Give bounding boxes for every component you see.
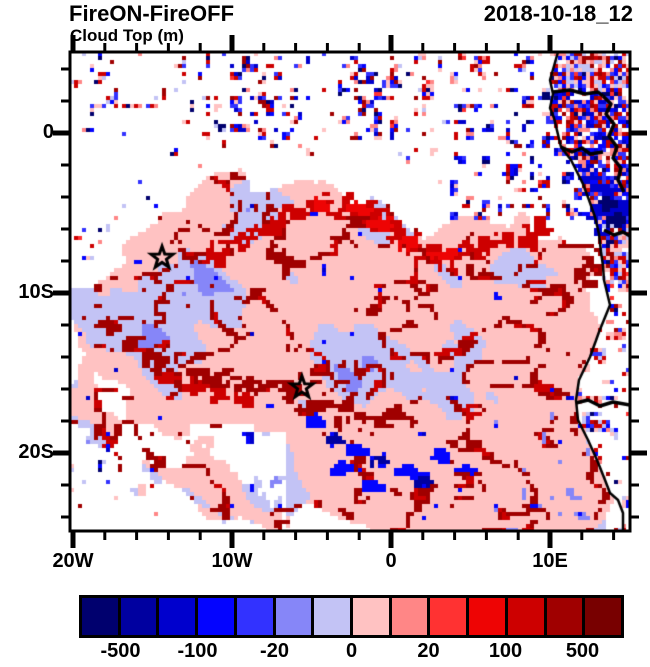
colorbar-segment (507, 598, 547, 635)
colorbar-label: 500 (565, 640, 600, 662)
y-tick-label: 10S (18, 281, 54, 304)
colorbar-label: 100 (488, 640, 523, 662)
colorbar-label: -500 (100, 640, 141, 662)
colorbar-segment (198, 598, 237, 635)
colorbar-segment (353, 598, 392, 635)
colorbar (79, 595, 624, 638)
y-tick-label: 20S (18, 441, 54, 464)
colorbar-segment (236, 598, 276, 635)
colorbar-segment (546, 598, 586, 635)
colorbar-label: -20 (260, 640, 289, 662)
x-tick-label: 0 (385, 550, 397, 572)
x-tick-label: 20W (52, 550, 94, 572)
colorbar-segment (430, 598, 470, 635)
colorbar-segment (120, 598, 160, 635)
map-field (70, 52, 630, 531)
colorbar-segment (275, 598, 315, 635)
colorbar-segment (314, 598, 354, 635)
plot-title: FireON-FireOFF (69, 1, 235, 26)
colorbar-segment (469, 598, 508, 635)
colorbar-segment (82, 598, 121, 635)
colorbar-segment (159, 598, 199, 635)
plot-timestamp: 2018-10-18_12 (483, 1, 633, 26)
colorbar-segment (585, 598, 622, 635)
colorbar-segment (391, 598, 431, 635)
colorbar-label: 20 (417, 640, 440, 662)
plot-subtitle: Cloud Top (m) (70, 26, 184, 45)
colorbar-label: -100 (177, 640, 218, 662)
y-tick-label: 0 (42, 121, 54, 144)
x-tick-label: 10E (532, 550, 568, 572)
x-tick-label: 10W (211, 550, 253, 572)
colorbar-label: 0 (345, 640, 358, 662)
